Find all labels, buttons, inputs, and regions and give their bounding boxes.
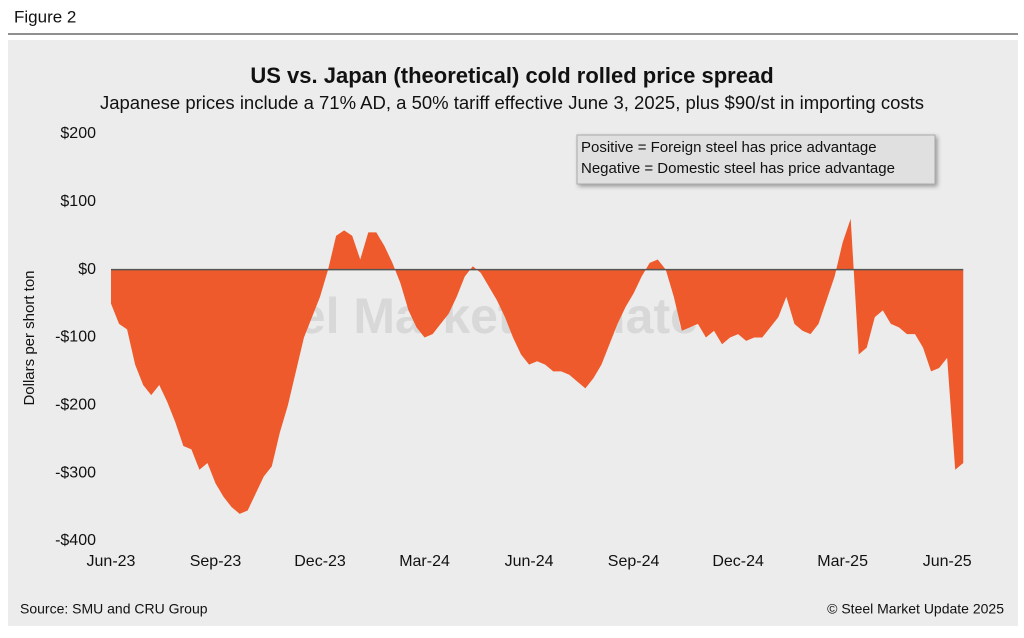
x-tick-label: Dec-23 xyxy=(294,553,346,570)
y-tick-label: $0 xyxy=(78,261,96,278)
y-tick-label: -$200 xyxy=(55,397,96,414)
x-tick-label: Jun-23 xyxy=(87,553,136,570)
annotation: Negative = Domestic steel has price adva… xyxy=(581,160,895,177)
y-tick-label: $200 xyxy=(60,125,96,142)
x-tick-label: Jun-25 xyxy=(923,553,972,570)
x-tick-label: Jun-24 xyxy=(505,553,554,570)
copyright: © Steel Market Update 2025 xyxy=(827,601,1004,617)
y-tick-label: $100 xyxy=(60,193,96,210)
figure-label: Figure 2 xyxy=(14,7,76,26)
x-tick-label: Sep-23 xyxy=(190,553,242,570)
annotation-box xyxy=(576,134,936,185)
source: Source: SMU and CRU Group xyxy=(20,601,208,617)
y-axis-label: Dollars per short ton xyxy=(21,270,38,405)
chart-subtitle: Japanese prices include a 71% AD, a 50% … xyxy=(100,92,924,113)
y-tick-label: -$300 xyxy=(55,464,96,481)
chart-title: US vs. Japan (theoretical) cold rolled p… xyxy=(250,63,773,88)
area xyxy=(111,218,964,514)
x-tick-label: Dec-24 xyxy=(712,553,764,570)
y-tick-label: -$400 xyxy=(55,532,96,549)
annotation: Positive = Foreign steel has price advan… xyxy=(581,139,877,156)
x-tick-label: Mar-24 xyxy=(399,553,450,570)
x-tick-label: Sep-24 xyxy=(608,553,660,570)
y-tick-label: -$100 xyxy=(55,329,96,346)
x-tick-label: Mar-25 xyxy=(817,553,868,570)
